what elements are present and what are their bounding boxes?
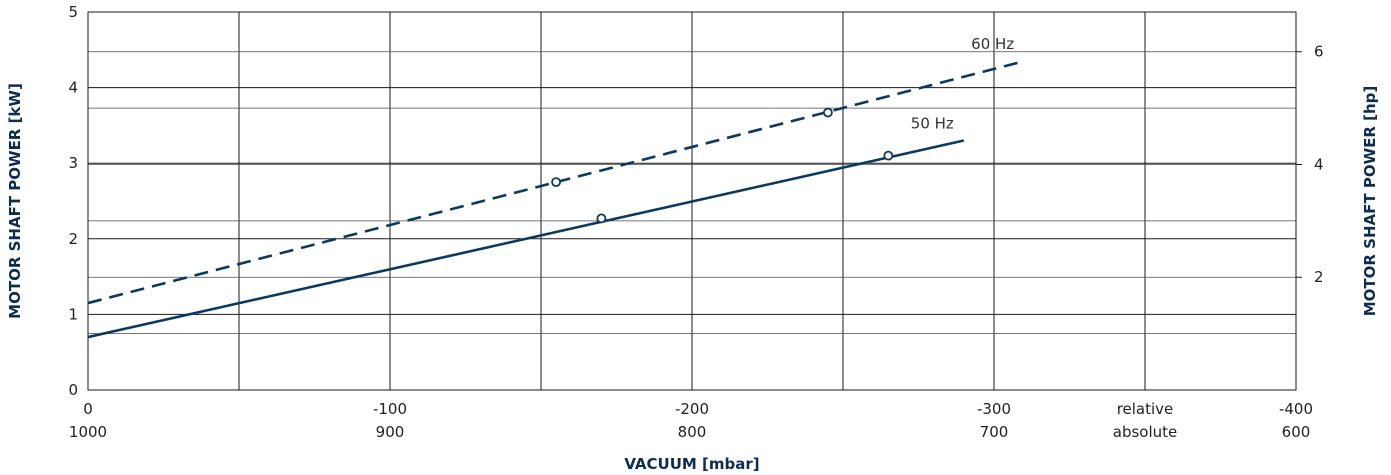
y-tick-label-right: 6 bbox=[1314, 43, 1324, 61]
series-line-60-hz bbox=[87, 59, 1025, 305]
x-tick-label-absolute: 900 bbox=[376, 423, 405, 441]
series-marker bbox=[823, 107, 833, 118]
y-tick-label-left: 1 bbox=[68, 305, 78, 323]
grid bbox=[88, 12, 1296, 390]
x-tick-label-relative: -200 bbox=[675, 400, 709, 418]
y-tick-label-right: 2 bbox=[1314, 268, 1324, 286]
series-label: 50 Hz bbox=[911, 115, 954, 133]
x-tick-label-relative: -400 bbox=[1279, 400, 1313, 418]
x-axis-title: VACUUM [mbar] bbox=[624, 455, 759, 473]
series-label: 60 Hz bbox=[971, 35, 1014, 53]
y-tick-label-left: 4 bbox=[68, 79, 78, 97]
x-tick-label-relative: -300 bbox=[977, 400, 1011, 418]
x-row-label-relative: relative bbox=[1117, 400, 1174, 418]
x-tick-label-absolute: 700 bbox=[980, 423, 1009, 441]
x-tick-label-absolute: 600 bbox=[1282, 423, 1311, 441]
x-row-label-absolute: absolute bbox=[1113, 423, 1178, 441]
plot-area-frame bbox=[87, 11, 1297, 391]
x-tick-label-absolute: 800 bbox=[678, 423, 707, 441]
tick-labels: 0 1 2 3 4 5 2 4 6 0 1000 -100 900 -200 800 -300 700 -400 6… bbox=[68, 3, 1323, 441]
y-axis-title-left: MOTOR SHAFT POWER [kW] bbox=[6, 83, 24, 319]
y-tick-label-left: 3 bbox=[68, 154, 78, 172]
y-tick-label-right: 4 bbox=[1314, 155, 1324, 173]
series-marker bbox=[883, 150, 894, 161]
y-axis-title-right: MOTOR SHAFT POWER [hp] bbox=[1361, 86, 1379, 317]
y-tick-label-left: 5 bbox=[68, 3, 78, 21]
series-marker bbox=[596, 213, 607, 224]
series-line-50-hz bbox=[87, 139, 965, 339]
x-tick-label-absolute: 1000 bbox=[69, 423, 107, 441]
x-tick-label-relative: 0 bbox=[83, 400, 93, 418]
series-group: 50 Hz 60 Hz bbox=[87, 35, 1025, 339]
y-tick-label-left: 2 bbox=[68, 230, 78, 248]
y-tick-label-left: 0 bbox=[68, 381, 78, 399]
series-marker bbox=[551, 177, 561, 188]
x-tick-label-relative: -100 bbox=[373, 400, 407, 418]
